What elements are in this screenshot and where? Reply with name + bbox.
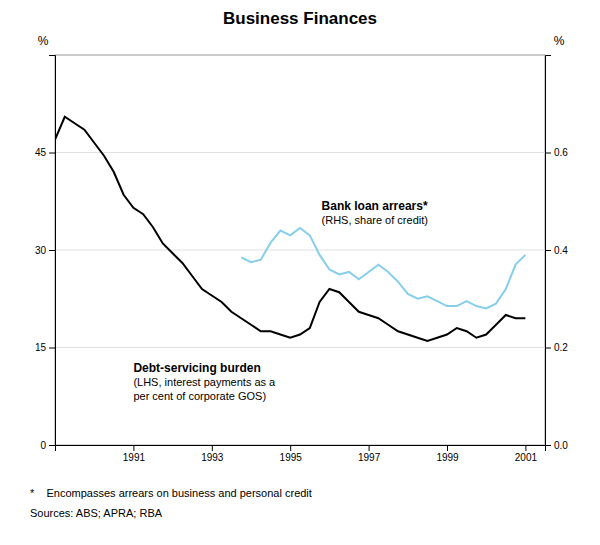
tick: 1995 bbox=[280, 445, 303, 463]
tick-mark bbox=[545, 250, 551, 251]
line bbox=[241, 228, 525, 308]
tick-mark bbox=[49, 153, 55, 154]
tick: 1999 bbox=[436, 445, 459, 463]
plot-area: 1991 1993 1995 1997 1999 2001 0 15 30 45 0.0 0.2 0.4… bbox=[35, 55, 568, 463]
grid-line bbox=[55, 347, 545, 348]
tick: 15 bbox=[35, 342, 55, 353]
tick-label: 15 bbox=[35, 342, 47, 353]
tick-label: 45 bbox=[35, 147, 47, 158]
tick-mark bbox=[49, 250, 55, 251]
tick-mark bbox=[545, 153, 551, 154]
y2-axis: 0.0 0.2 0.4 0.6 bbox=[545, 56, 568, 451]
tick: 1997 bbox=[358, 445, 381, 463]
tick-label: 0.6 bbox=[554, 147, 568, 158]
line bbox=[55, 117, 525, 341]
annotation: (RHS, share of credit) bbox=[322, 214, 428, 226]
tick: 0.6 bbox=[545, 147, 568, 158]
grid-line bbox=[55, 250, 545, 251]
annotation: Bank loan arrears* bbox=[322, 199, 428, 213]
tick: 1991 bbox=[123, 445, 146, 463]
tick-mark bbox=[525, 445, 526, 451]
annotations: Bank loan arrears*(RHS, share of credit)… bbox=[133, 199, 428, 402]
chart: 1991 1993 1995 1997 1999 2001 0 15 30 45 0.0 0.2 0.4… bbox=[0, 0, 600, 545]
tick: 0.0 bbox=[545, 440, 568, 451]
tick-mark bbox=[545, 445, 551, 446]
tick-label: 1995 bbox=[280, 452, 303, 463]
tick-label: 0 bbox=[40, 440, 46, 451]
tick-label: 30 bbox=[35, 245, 47, 256]
tick-mark bbox=[49, 445, 55, 446]
annotation: (LHS, interest payments as a bbox=[133, 376, 276, 388]
tick-mark bbox=[290, 445, 291, 451]
tick-label: 1999 bbox=[436, 452, 459, 463]
tick: 0 bbox=[40, 440, 55, 451]
tick-mark bbox=[49, 348, 55, 349]
series-group bbox=[55, 117, 525, 341]
axis-label: % bbox=[38, 34, 49, 48]
plot-frame bbox=[55, 55, 545, 445]
tick: 1993 bbox=[201, 445, 224, 463]
tick-label: 1997 bbox=[358, 452, 381, 463]
tick: 0.4 bbox=[545, 245, 568, 256]
tick: 45 bbox=[35, 147, 55, 158]
tick: 0.2 bbox=[545, 342, 568, 353]
footnote: Sources: ABS; APRA; RBA bbox=[30, 507, 163, 519]
tick-label: 2001 bbox=[515, 452, 538, 463]
tick-label: 0.2 bbox=[554, 342, 568, 353]
tick-label: 0.4 bbox=[554, 245, 568, 256]
tick-mark bbox=[447, 445, 448, 451]
annotation: Debt-servicing burden bbox=[133, 361, 260, 375]
tick-mark bbox=[369, 445, 370, 451]
tick-label: 1991 bbox=[123, 452, 146, 463]
tick-label: 0.0 bbox=[554, 440, 568, 451]
axis-label: % bbox=[554, 34, 565, 48]
axis-line bbox=[56, 446, 546, 452]
axis-line bbox=[49, 56, 56, 446]
grid bbox=[55, 153, 545, 446]
tick: 2001 bbox=[515, 445, 538, 463]
y-axis: 0 15 30 45 bbox=[35, 56, 56, 451]
axis-line bbox=[546, 56, 552, 446]
footnote: * Encompasses arrears on business and pe… bbox=[30, 487, 312, 499]
tick-mark bbox=[133, 445, 134, 451]
tick: 30 bbox=[35, 245, 55, 256]
title: Business Finances bbox=[223, 9, 377, 28]
tick-mark bbox=[212, 445, 213, 451]
grid-line bbox=[55, 152, 545, 153]
annotation: per cent of corporate GOS) bbox=[133, 390, 266, 402]
x-axis: 1991 1993 1995 1997 1999 2001 bbox=[56, 445, 546, 463]
tick-mark bbox=[545, 348, 551, 349]
tick-label: 1993 bbox=[201, 452, 224, 463]
